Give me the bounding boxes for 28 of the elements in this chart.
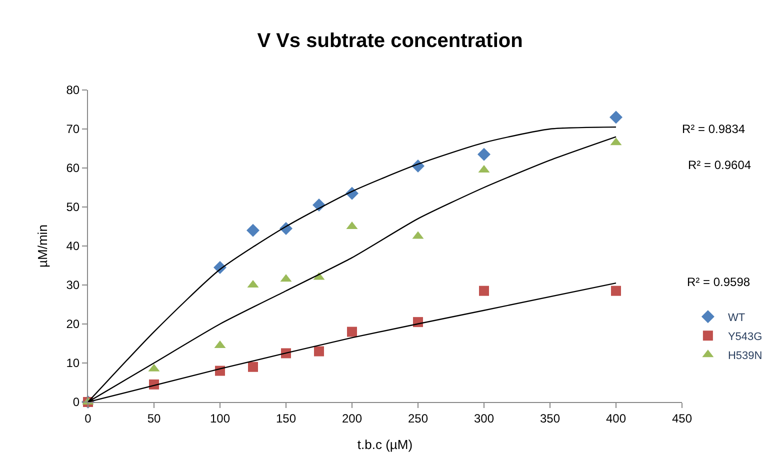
x-axis-title: t.b.c (µM) bbox=[357, 437, 413, 452]
y-axis-title: µM/min bbox=[35, 224, 50, 268]
y-tick-label: 60 bbox=[66, 161, 80, 176]
y-tick-label: 20 bbox=[66, 317, 80, 332]
legend-label: WT bbox=[728, 312, 746, 324]
annotation: R² = 0.9834 bbox=[682, 122, 746, 136]
y-tick-label: 40 bbox=[66, 239, 80, 254]
x-tick-label: 50 bbox=[147, 411, 161, 426]
y-tick-label: 50 bbox=[66, 200, 80, 214]
y-tick-label: 80 bbox=[66, 83, 80, 98]
x-tick-label: 350 bbox=[540, 411, 560, 426]
x-tick-label: 300 bbox=[474, 411, 494, 426]
x-tick-label: 0 bbox=[84, 411, 92, 426]
x-tick-label: 200 bbox=[342, 411, 362, 426]
chart-title: V Vs subtrate concentration bbox=[257, 30, 523, 52]
x-tick-label: 150 bbox=[276, 411, 296, 426]
legend-label: H539N bbox=[728, 350, 762, 362]
x-tick-label: 400 bbox=[606, 411, 626, 426]
y-tick-label: 0 bbox=[72, 395, 80, 410]
x-tick-label: 250 bbox=[408, 411, 428, 426]
y-tick-label: 30 bbox=[66, 278, 80, 292]
x-tick-label: 100 bbox=[210, 411, 230, 426]
y-tick-label: 70 bbox=[66, 122, 80, 136]
text: R² = 0.9604 bbox=[688, 158, 752, 172]
legend-label: Y543G bbox=[728, 330, 762, 343]
y-tick-label: 10 bbox=[66, 356, 80, 370]
x-tick-label: 450 bbox=[672, 411, 692, 426]
text: R² = 0.9598 bbox=[687, 275, 750, 289]
